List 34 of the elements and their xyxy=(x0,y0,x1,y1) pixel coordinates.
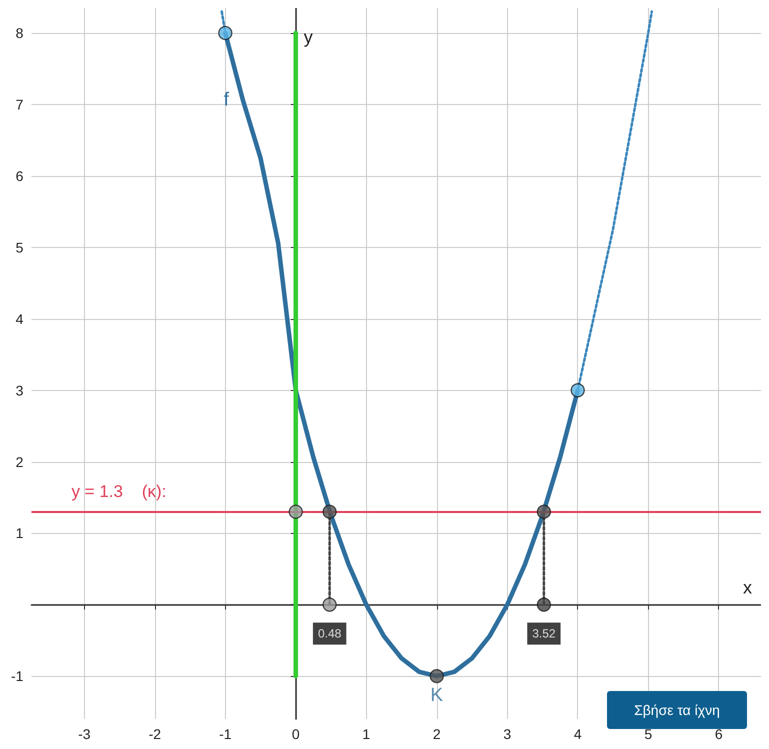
x-tick-label: -2 xyxy=(148,726,162,742)
x-tick-label: 0 xyxy=(292,726,300,742)
x-tick-label: 3 xyxy=(503,726,512,742)
x-tick-label: 2 xyxy=(432,726,441,742)
point xyxy=(430,669,444,684)
y-axis-title: y xyxy=(304,27,313,47)
point xyxy=(288,504,303,519)
y-tick-label: 4 xyxy=(16,310,24,327)
y-tick-label: 2 xyxy=(16,454,24,470)
x-axis-title: x xyxy=(743,578,752,598)
x-tick-label: 4 xyxy=(574,726,582,742)
x-tick-label: -3 xyxy=(78,726,91,742)
point xyxy=(322,504,337,519)
y-tick-label: 6 xyxy=(16,168,24,184)
annotation: 3.52 xyxy=(532,626,556,641)
point xyxy=(536,598,551,612)
y-tick-label: 3 xyxy=(16,382,24,398)
y-tick-label: 5 xyxy=(16,239,24,256)
ref-line-label: y = 1.3 (κ): xyxy=(71,482,166,501)
y-tick-label: 7 xyxy=(16,96,24,112)
point xyxy=(218,26,232,40)
x-tick-label: 5 xyxy=(644,726,652,742)
y-tick-label: -1 xyxy=(10,668,24,684)
y-tick-label: 1 xyxy=(16,525,24,542)
x-tick-label: -1 xyxy=(219,726,232,742)
point xyxy=(570,383,585,398)
y-tick-label: 8 xyxy=(16,25,24,42)
series-label: f xyxy=(224,90,230,111)
point xyxy=(536,504,551,519)
x-tick-label: 1 xyxy=(362,726,370,742)
clear-traces-button: Σβήσε τα ίχνη xyxy=(607,691,747,729)
series-label: K xyxy=(430,685,444,706)
annotation: 0.48 xyxy=(318,626,342,641)
x-tick-label: 6 xyxy=(714,726,723,742)
